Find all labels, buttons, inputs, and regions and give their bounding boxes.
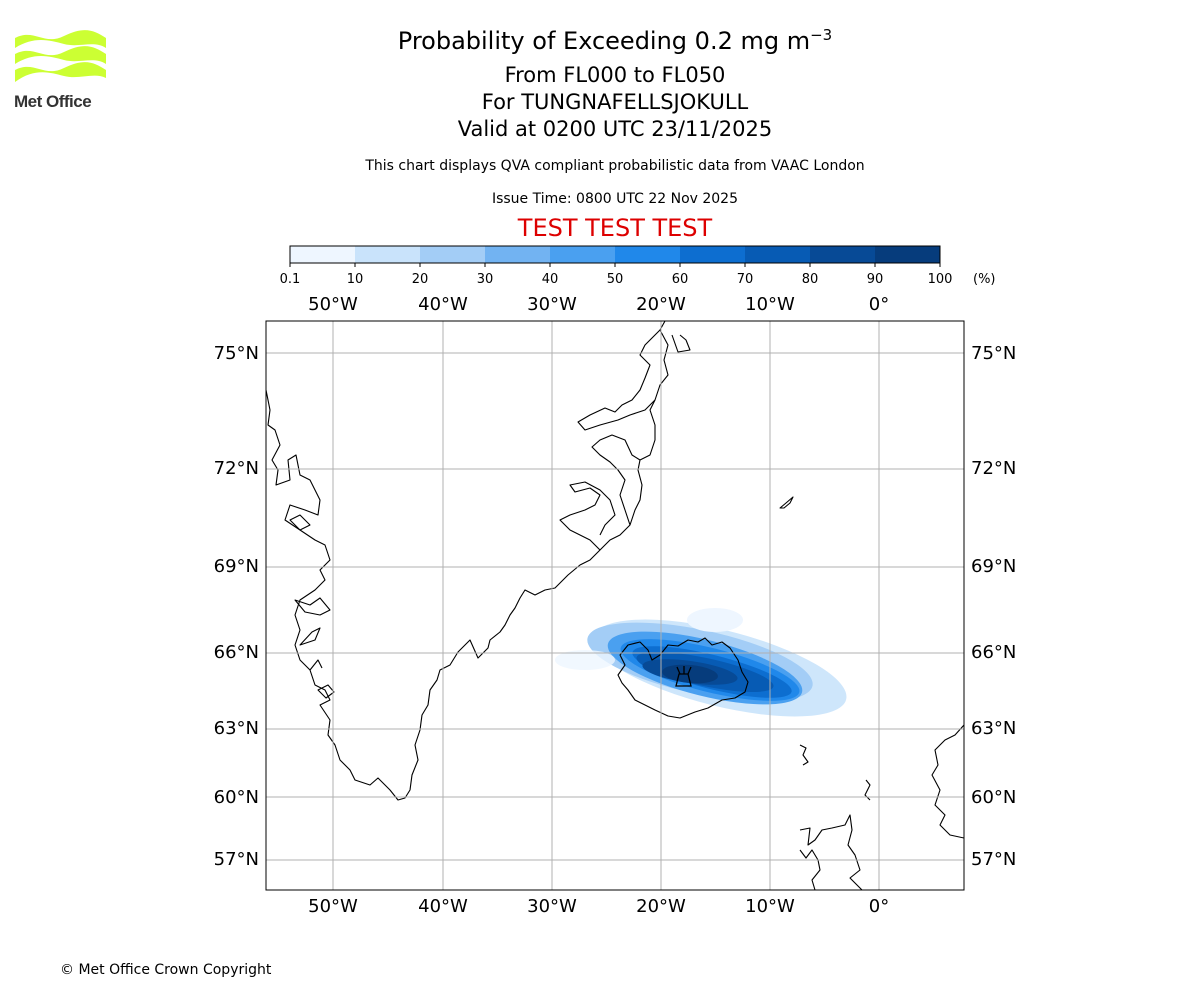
colorbar-tick-label: 50 bbox=[607, 272, 624, 287]
lon-label: 30°W bbox=[527, 294, 577, 315]
coastline-norway bbox=[931, 724, 964, 839]
copyright: © Met Office Crown Copyright bbox=[60, 962, 272, 978]
plume-region bbox=[687, 608, 743, 632]
lon-label: 0° bbox=[869, 896, 889, 917]
lon-label: 30°W bbox=[527, 896, 577, 917]
lat-label: 60°N bbox=[214, 787, 259, 808]
lon-label: 40°W bbox=[418, 294, 468, 315]
lon-label: 10°W bbox=[745, 896, 795, 917]
lon-labels-top: 50°W 40°W 30°W 20°W 10°W 0° bbox=[308, 294, 889, 315]
lat-labels-left: 75°N 72°N 69°N 66°N 63°N 60°N 57°N bbox=[214, 343, 259, 870]
wave-logo-icon bbox=[15, 30, 106, 82]
colorbar-tick-label: 60 bbox=[672, 272, 689, 287]
lat-label: 60°N bbox=[971, 787, 1016, 808]
colorbar-segment bbox=[550, 246, 616, 263]
title-volcano: For TUNGNAFELLSJOKULL bbox=[481, 90, 749, 114]
plume-region bbox=[662, 664, 718, 684]
title-level: From FL000 to FL050 bbox=[504, 63, 726, 87]
colorbar-segment bbox=[810, 246, 876, 263]
colorbar-segment bbox=[745, 246, 811, 263]
coastline-faroe bbox=[799, 744, 809, 766]
lat-label: 57°N bbox=[214, 849, 259, 870]
colorbar-segment bbox=[290, 246, 356, 263]
colorbar-segment bbox=[485, 246, 551, 263]
lat-labels-right: 75°N 72°N 69°N 66°N 63°N 60°N 57°N bbox=[971, 343, 1016, 870]
coastline-scotland bbox=[799, 814, 863, 890]
colorbar-segment bbox=[875, 246, 941, 263]
title-exponent: −3 bbox=[810, 26, 833, 44]
test-banner: TEST TEST TEST bbox=[517, 214, 713, 242]
colorbar-segment bbox=[420, 246, 486, 263]
lat-label: 72°N bbox=[971, 458, 1016, 479]
colorbar-segment bbox=[680, 246, 746, 263]
lon-label: 20°W bbox=[636, 896, 686, 917]
colorbar-tick-label: 20 bbox=[412, 272, 429, 287]
colorbar-tick-label: 40 bbox=[542, 272, 559, 287]
lat-label: 75°N bbox=[971, 343, 1016, 364]
coastlines bbox=[266, 321, 964, 890]
colorbar-tick-label: 90 bbox=[867, 272, 884, 287]
coastline-greenland-fjord bbox=[289, 514, 311, 531]
coastline-greenland-fjord bbox=[559, 481, 616, 551]
lat-label: 63°N bbox=[971, 718, 1016, 739]
lon-label: 50°W bbox=[308, 294, 358, 315]
colorbar-tick-label: 70 bbox=[737, 272, 754, 287]
coastline-greenland-fjord bbox=[317, 684, 335, 699]
met-office-logo: Met Office bbox=[14, 30, 109, 112]
volcano-icon bbox=[675, 666, 692, 687]
coastline-greenland-fjord bbox=[299, 627, 321, 646]
lat-label: 66°N bbox=[971, 642, 1016, 663]
colorbar bbox=[289, 245, 941, 264]
lat-label: 69°N bbox=[971, 556, 1016, 577]
coastline-jan-mayen bbox=[779, 496, 794, 509]
map-area bbox=[266, 321, 964, 890]
lat-label: 57°N bbox=[971, 849, 1016, 870]
issue-time: Issue Time: 0800 UTC 22 Nov 2025 bbox=[491, 191, 739, 207]
coastline-scotland-west bbox=[799, 849, 821, 890]
lon-label: 50°W bbox=[308, 896, 358, 917]
colorbar-segment bbox=[355, 246, 421, 263]
coastline-greenland-fjord bbox=[309, 659, 323, 671]
lon-label: 0° bbox=[869, 294, 889, 315]
lat-label: 69°N bbox=[214, 556, 259, 577]
lon-labels-bottom: 50°W 40°W 30°W 20°W 10°W 0° bbox=[308, 896, 889, 917]
ash-probability-plume bbox=[555, 608, 847, 717]
colorbar-tick-label: 100 bbox=[928, 272, 953, 287]
graticule bbox=[266, 321, 964, 890]
title-main: Probability of Exceeding 0.2 mg m bbox=[397, 27, 811, 55]
colorbar-ticks: 0.1 10 20 30 40 50 60 70 80 90 100 bbox=[280, 263, 953, 287]
colorbar-unit: (%) bbox=[973, 272, 996, 287]
coastline-greenland-fjord bbox=[591, 434, 641, 526]
coastline-greenland-fjord bbox=[294, 597, 331, 616]
lon-label: 40°W bbox=[418, 896, 468, 917]
lat-label: 66°N bbox=[214, 642, 259, 663]
coastline-greenland-fjord bbox=[577, 329, 661, 431]
chart-title: Probability of Exceeding 0.2 mg m−3 bbox=[0, 26, 1200, 55]
colorbar-tick-label: 30 bbox=[477, 272, 494, 287]
logo-text: Met Office bbox=[14, 92, 92, 111]
colorbar-tick-label: 10 bbox=[347, 272, 364, 287]
colorbar-tick-label: 80 bbox=[802, 272, 819, 287]
colorbar-tick-label: 0.1 bbox=[280, 272, 301, 287]
lat-label: 75°N bbox=[214, 343, 259, 364]
map-frame bbox=[265, 320, 965, 891]
title-valid: Valid at 0200 UTC 23/11/2025 bbox=[457, 117, 773, 141]
plume-region bbox=[555, 650, 615, 670]
colorbar-segment bbox=[615, 246, 681, 263]
chart-note: This chart displays QVA compliant probab… bbox=[365, 158, 865, 174]
lat-label: 63°N bbox=[214, 718, 259, 739]
lon-label: 10°W bbox=[745, 294, 795, 315]
coastline-iceland bbox=[617, 637, 749, 719]
lon-label: 20°W bbox=[636, 294, 686, 315]
coastline-greenland-fjord bbox=[671, 334, 691, 353]
lat-label: 72°N bbox=[214, 458, 259, 479]
coastline-greenland-west bbox=[266, 321, 669, 801]
